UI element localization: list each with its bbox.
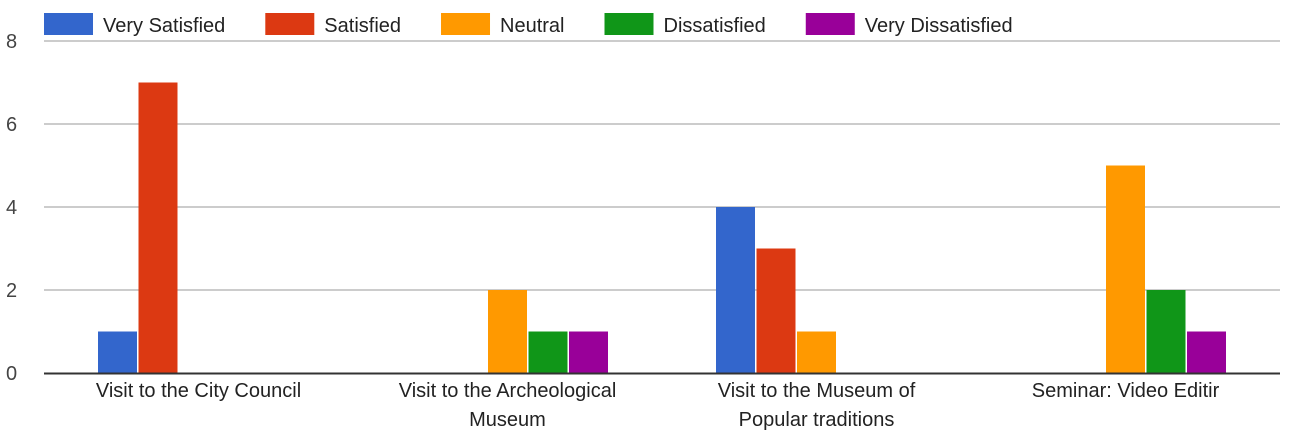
- legend-label: Very Satisfied: [103, 15, 225, 37]
- bar: [1106, 165, 1145, 373]
- y-tick-label: 6: [6, 114, 17, 136]
- x-category-label: Popular traditions: [739, 409, 895, 431]
- bars: [98, 82, 1226, 373]
- bar: [716, 207, 755, 373]
- y-tick-label: 4: [6, 197, 17, 219]
- y-tick-label: 8: [6, 31, 17, 53]
- bar: [569, 331, 608, 373]
- bar: [1187, 331, 1226, 373]
- bar: [138, 82, 178, 373]
- x-category-label: Museum: [469, 409, 546, 431]
- legend-item: Very Satisfied: [44, 13, 225, 37]
- legend-item: Very Dissatisfied: [805, 13, 1013, 37]
- legend-label: Dissatisfied: [664, 15, 766, 37]
- legend-item: Neutral: [441, 13, 565, 37]
- legend: Very Satisfied Satisfied Neutral Dissatisfi…: [44, 13, 1013, 37]
- legend-swatch: [44, 13, 93, 35]
- x-category-label: Seminar: Video Editir: [1032, 380, 1220, 402]
- y-tick-label: 0: [6, 363, 17, 385]
- gridlines: [44, 40, 1280, 291]
- legend-swatch: [441, 13, 491, 35]
- y-axis-tick-labels: 0 2 4 6 8: [6, 31, 17, 385]
- x-category-label: Visit to the Archeological: [399, 380, 617, 402]
- x-axis-category-labels: Visit to the City Council Visit to the Ar…: [96, 380, 1220, 431]
- legend-label: Very Dissatisfied: [865, 15, 1013, 37]
- bar: [797, 331, 836, 373]
- bar: [756, 248, 796, 373]
- bar: [528, 331, 568, 373]
- bar: [98, 331, 137, 373]
- legend-swatch: [805, 13, 855, 35]
- bar: [1146, 290, 1186, 373]
- legend-swatch: [604, 13, 654, 35]
- x-category-label: Visit to the City Council: [96, 380, 301, 402]
- y-tick-label: 2: [6, 280, 17, 302]
- legend-label: Satisfied: [324, 15, 401, 37]
- legend-swatch: [265, 13, 315, 35]
- bar: [488, 290, 527, 373]
- legend-label: Neutral: [500, 15, 564, 37]
- legend-item: Satisfied: [265, 13, 401, 37]
- x-category-label: Visit to the Museum of: [718, 380, 916, 402]
- legend-item: Dissatisfied: [604, 13, 766, 37]
